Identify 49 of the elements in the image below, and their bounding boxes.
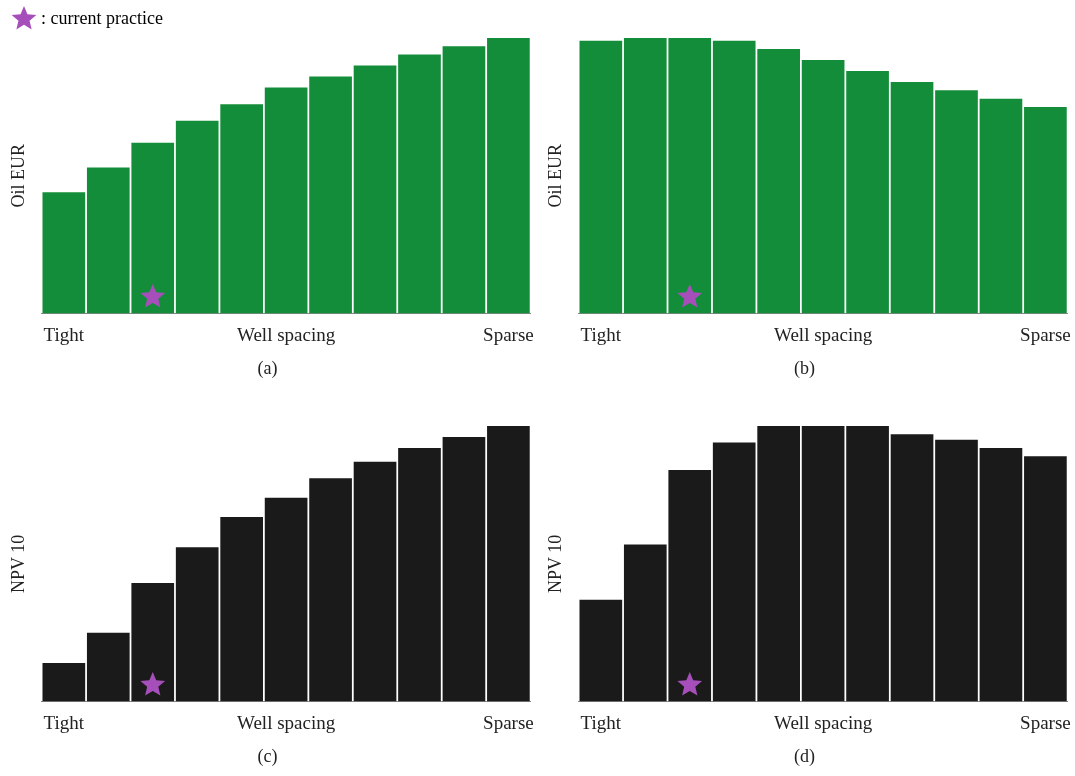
bar [579, 599, 623, 702]
bar [935, 439, 978, 702]
bar [979, 448, 1023, 702]
bar [264, 497, 308, 702]
bar [398, 448, 441, 702]
x-tick-label: Well spacing [237, 711, 336, 733]
text: (b) [794, 357, 815, 379]
bar [42, 192, 86, 314]
bar [398, 54, 441, 314]
text: (c) [257, 745, 278, 767]
x-tick-label: Tight [580, 323, 622, 345]
bar [42, 663, 86, 702]
x-tick-label: Sparse [483, 323, 534, 345]
x-tick-label: Tight [43, 323, 85, 345]
y-axis-title: Oil EUR [544, 144, 565, 208]
bar [442, 437, 486, 702]
bar [487, 426, 530, 702]
x-tick-label: Sparse [483, 711, 534, 733]
bar [890, 434, 934, 702]
bar [890, 82, 934, 314]
bar [979, 98, 1023, 314]
x-tick-label: Well spacing [774, 323, 873, 345]
text: (d) [794, 745, 815, 767]
y-axis-title: Oil EUR [7, 144, 28, 208]
bar [801, 60, 845, 314]
bar [353, 461, 397, 702]
bar [487, 38, 530, 314]
bar [264, 87, 308, 314]
y-axis-title: NPV 10 [7, 534, 28, 593]
x-tick-label: Tight [43, 711, 85, 733]
bar [801, 426, 845, 702]
bar [442, 46, 486, 314]
x-tick-label: Well spacing [237, 323, 336, 345]
x-tick-label: Sparse [1020, 323, 1071, 345]
bar [309, 76, 352, 314]
bar [1024, 106, 1067, 314]
bar [935, 90, 978, 314]
bar [309, 478, 352, 702]
x-tick-label: Sparse [1020, 711, 1071, 733]
text: (a) [257, 357, 278, 379]
bar [846, 71, 889, 314]
x-tick-label: Tight [580, 711, 622, 733]
x-tick-label: Well spacing [774, 711, 873, 733]
bar [353, 65, 397, 314]
y-axis-title: NPV 10 [544, 534, 565, 593]
legend-label: : current practice [41, 7, 163, 28]
bar [579, 40, 623, 314]
bar [1024, 456, 1067, 702]
bar [846, 426, 889, 702]
